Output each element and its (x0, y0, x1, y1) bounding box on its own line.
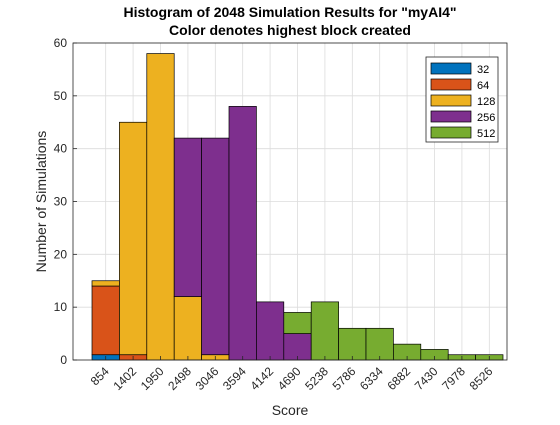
y-tick-label: 40 (54, 142, 68, 156)
legend-swatch-64 (430, 78, 472, 91)
bar-256-bin-3594 (228, 106, 257, 361)
legend-label-64: 64 (477, 80, 489, 92)
bar-512-bin-6334 (365, 327, 394, 361)
bar-128-bin-1402 (119, 121, 148, 356)
y-tick-label: 20 (54, 247, 68, 261)
legend: 32 64 128 256 512 (425, 56, 499, 143)
legend-swatch-128 (430, 94, 472, 107)
legend-items: 32 64 128 256 512 (430, 62, 495, 140)
y-tick-label: 0 (60, 353, 67, 367)
bars-layer (91, 53, 504, 361)
x-axis-label: Score (272, 402, 309, 418)
bar-64-bin-854 (91, 285, 120, 356)
bar-512-bin-5786 (338, 327, 367, 361)
bar-128-bin-854 (91, 280, 120, 287)
y-tick-label: 10 (54, 300, 68, 314)
legend-label-32: 32 (477, 64, 489, 76)
bar-512-bin-4690 (283, 312, 312, 334)
legend-swatch-512 (430, 126, 472, 139)
legend-label-128: 128 (477, 96, 495, 108)
y-axis-label: Number of Simulations (33, 131, 49, 273)
bar-512-bin-5238 (310, 301, 339, 361)
y-tick-label: 50 (54, 89, 68, 103)
bar-128-bin-1950 (146, 53, 175, 361)
legend-swatch-256 (430, 110, 472, 123)
bar-128-bin-2498 (173, 296, 202, 361)
bar-256-bin-4690 (283, 333, 312, 361)
legend-label-512: 512 (477, 128, 495, 140)
y-tick-label: 30 (54, 195, 68, 209)
chart-subtitle: Color denotes highest block created (169, 22, 411, 38)
legend-swatch-32 (430, 62, 472, 75)
legend-label-256: 256 (477, 112, 495, 124)
bar-256-bin-2498 (173, 137, 202, 297)
y-tick-label: 60 (54, 36, 68, 50)
bar-256-bin-4142 (256, 301, 285, 361)
chart-title: Histogram of 2048 Simulation Results for… (123, 4, 456, 20)
bar-256-bin-3046 (201, 137, 230, 356)
